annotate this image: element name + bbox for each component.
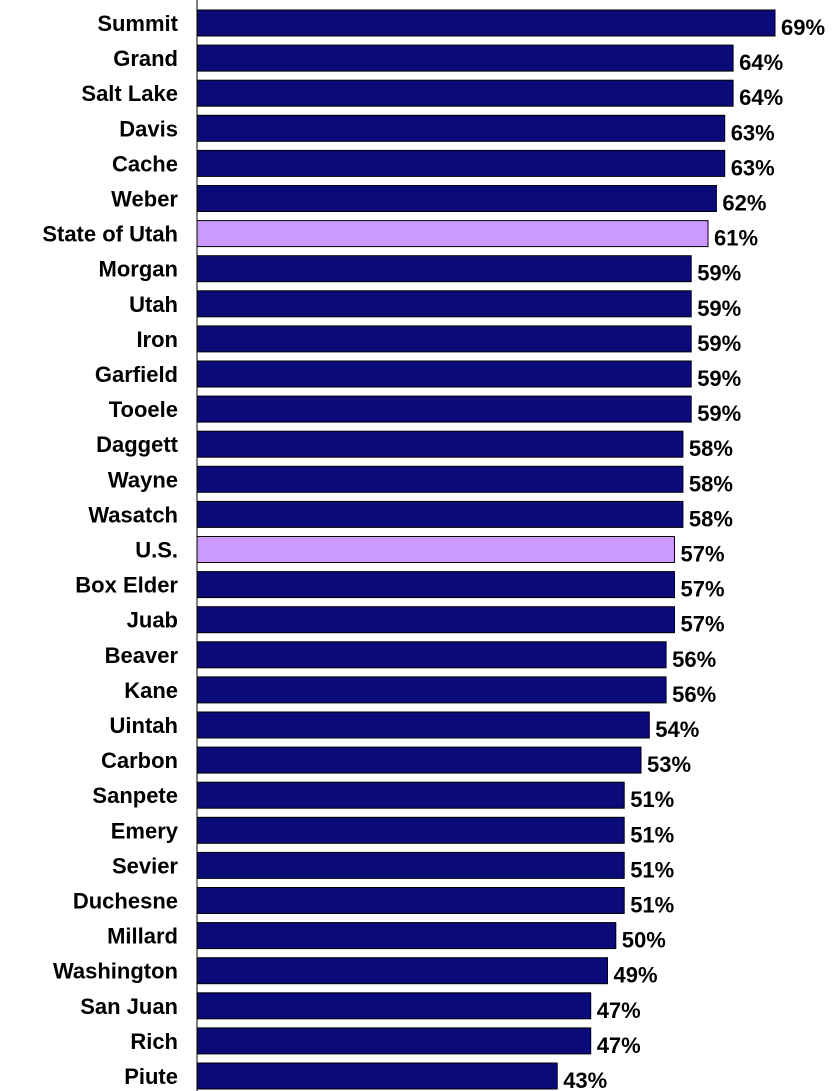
category-label-iron: Iron (136, 327, 178, 352)
bar-rich (196, 1027, 592, 1055)
category-label-davis: Davis (119, 116, 178, 141)
value-label-millard: 50% (622, 928, 666, 953)
category-label-rich: Rich (130, 1029, 178, 1054)
value-label-iron: 59% (697, 331, 741, 356)
bar-davis (196, 114, 726, 142)
value-label-weber: 62% (722, 191, 766, 216)
value-label-sanpete: 51% (630, 787, 674, 812)
bar-emery (196, 816, 625, 844)
category-label-wasatch: Wasatch (88, 502, 178, 527)
bar-san-juan (196, 992, 592, 1020)
value-label-morgan: 59% (697, 261, 741, 286)
bar-uintah (196, 711, 650, 739)
category-label-duchesne: Duchesne (73, 889, 178, 914)
bar-weber (196, 185, 717, 212)
bar-wayne (196, 465, 684, 493)
bar-state-of-utah (196, 220, 709, 248)
bar-utah (196, 290, 692, 318)
value-label-wayne: 58% (689, 471, 733, 496)
category-label-millard: Millard (107, 924, 178, 949)
value-label-rich: 47% (597, 1033, 641, 1058)
bar-washington (196, 957, 608, 985)
category-label-box-elder: Box Elder (75, 573, 178, 598)
bar-tooele (196, 395, 692, 423)
value-label-kane: 56% (672, 682, 716, 707)
category-label-sanpete: Sanpete (92, 783, 178, 808)
bar-salt-lake (196, 79, 734, 107)
category-label-morgan: Morgan (99, 257, 178, 282)
category-label-piute: Piute (124, 1064, 178, 1089)
value-label-garfield: 59% (697, 366, 741, 391)
category-label-carbon: Carbon (101, 748, 178, 773)
value-label-tooele: 59% (697, 401, 741, 426)
value-label-state-of-utah: 61% (714, 226, 758, 251)
value-label-sevier: 51% (630, 857, 674, 882)
bar-millard (196, 922, 617, 950)
value-label-box-elder: 57% (681, 577, 725, 602)
value-label-piute: 43% (563, 1068, 607, 1091)
category-label-weber: Weber (111, 187, 178, 212)
bar-sevier (196, 851, 625, 879)
value-label-carbon: 53% (647, 752, 691, 777)
value-label-duchesne: 51% (630, 893, 674, 918)
category-label-wayne: Wayne (108, 467, 178, 492)
bar-morgan (196, 255, 692, 283)
bar-carbon (196, 746, 642, 774)
bars-group (196, 9, 776, 1090)
category-label-tooele: Tooele (109, 397, 178, 422)
value-label-emery: 51% (630, 822, 674, 847)
value-label-grand: 64% (739, 50, 783, 75)
value-label-salt-lake: 64% (739, 85, 783, 110)
category-label-garfield: Garfield (95, 362, 178, 387)
bar-daggett (196, 430, 684, 458)
category-label-u-s: U.S. (135, 538, 178, 563)
category-label-juab: Juab (127, 608, 178, 633)
value-label-wasatch: 58% (689, 506, 733, 531)
bar-iron (196, 325, 692, 353)
value-label-davis: 63% (731, 120, 775, 145)
category-label-daggett: Daggett (96, 432, 179, 457)
value-label-summit: 69% (781, 15, 825, 40)
value-label-u-s: 57% (681, 542, 725, 567)
bar-duchesne (196, 887, 625, 914)
value-label-utah: 59% (697, 296, 741, 321)
category-label-sevier: Sevier (112, 853, 178, 878)
category-label-kane: Kane (124, 678, 178, 703)
category-label-grand: Grand (113, 46, 178, 71)
bar-summit (196, 9, 776, 37)
bar-u-s (196, 536, 675, 563)
bar-piute (196, 1062, 558, 1090)
category-label-utah: Utah (129, 292, 178, 317)
category-label-san-juan: San Juan (80, 994, 178, 1019)
bar-wasatch (196, 500, 684, 528)
value-label-cache: 63% (731, 155, 775, 180)
bar-grand (196, 44, 734, 72)
category-label-summit: Summit (97, 11, 178, 36)
bar-cache (196, 149, 726, 177)
bar-sanpete (196, 781, 625, 809)
bar-juab (196, 606, 675, 634)
value-label-beaver: 56% (672, 647, 716, 672)
value-label-san-juan: 47% (597, 998, 641, 1023)
category-label-emery: Emery (111, 818, 179, 843)
value-label-washington: 49% (614, 963, 658, 988)
category-label-beaver: Beaver (105, 643, 179, 668)
value-label-daggett: 58% (689, 436, 733, 461)
category-label-salt-lake: Salt Lake (81, 81, 178, 106)
value-label-juab: 57% (681, 612, 725, 637)
category-label-washington: Washington (53, 959, 178, 984)
category-label-cache: Cache (112, 151, 178, 176)
bar-box-elder (196, 571, 675, 599)
bar-beaver (196, 641, 667, 669)
bar-garfield (196, 360, 692, 388)
value-label-uintah: 54% (655, 717, 699, 742)
labels-group: Summit 69% Grand 64% Salt Lake 64% Davis 63% Cac… (42, 11, 825, 1091)
bar-kane (196, 676, 667, 704)
category-label-uintah: Uintah (110, 713, 178, 738)
category-label-state-of-utah: State of Utah (42, 222, 178, 247)
